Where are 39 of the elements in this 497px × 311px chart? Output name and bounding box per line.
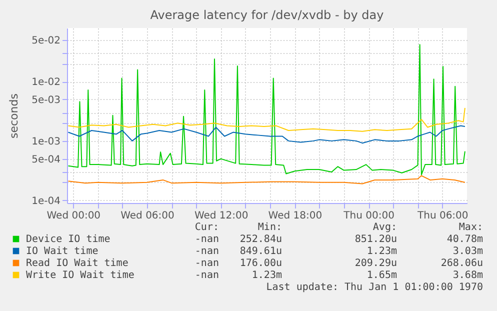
text: 1.23m — [366, 246, 397, 257]
x-tick-label: Wed 06:00 — [120, 210, 174, 222]
legend-label: Device IO time — [26, 234, 110, 245]
text: 252.84u — [240, 234, 282, 245]
x-tick-label: Wed 12:00 — [194, 210, 248, 222]
text: 209.29u — [354, 258, 397, 269]
x-tick-label: Thu 00:00 — [342, 210, 394, 222]
text: 176.00u — [240, 258, 282, 269]
legend-label: Write IO Wait time — [26, 270, 134, 281]
text: Avg: — [372, 222, 397, 233]
legend-label: Read IO Wait time — [26, 258, 128, 269]
y-tick-label: 1e-03 — [32, 136, 60, 148]
text: Last update: Thu Jan 1 01:00:00 1970 — [266, 282, 483, 293]
text: 1.23m — [252, 270, 282, 281]
text: -nan — [194, 246, 219, 257]
legend-label: IO Wait time — [26, 246, 98, 257]
text: 40.78m — [446, 234, 483, 245]
text: 1.65m — [366, 270, 397, 281]
y-axis-title: seconds — [8, 93, 21, 138]
y-tick-label: 5e-04 — [32, 154, 60, 166]
text: 851.20u — [354, 234, 397, 245]
text: 3.03m — [452, 246, 483, 257]
text: Max: — [458, 222, 483, 233]
x-tick-label: Wed 18:00 — [268, 210, 322, 222]
y-tick-label: 5e-02 — [32, 36, 60, 47]
x-tick-label: Thu 06:00 — [416, 210, 468, 222]
text: 268.06u — [440, 258, 483, 269]
y-tick-label: 1e-02 — [32, 77, 60, 88]
text: -nan — [194, 234, 219, 245]
text: -nan — [194, 270, 219, 281]
text: Min: — [258, 222, 282, 233]
text: -nan — [194, 258, 219, 269]
text: 849.61u — [240, 246, 282, 257]
text: Cur: — [194, 222, 219, 233]
x-tick-label: Wed 00:00 — [46, 210, 101, 222]
text: 3.68m — [452, 270, 483, 281]
y-tick-label: 5e-03 — [32, 94, 60, 106]
chart-title: Average latency for /dev/xvdb - by day — [150, 8, 384, 22]
y-tick-label: 1e-04 — [32, 196, 60, 207]
